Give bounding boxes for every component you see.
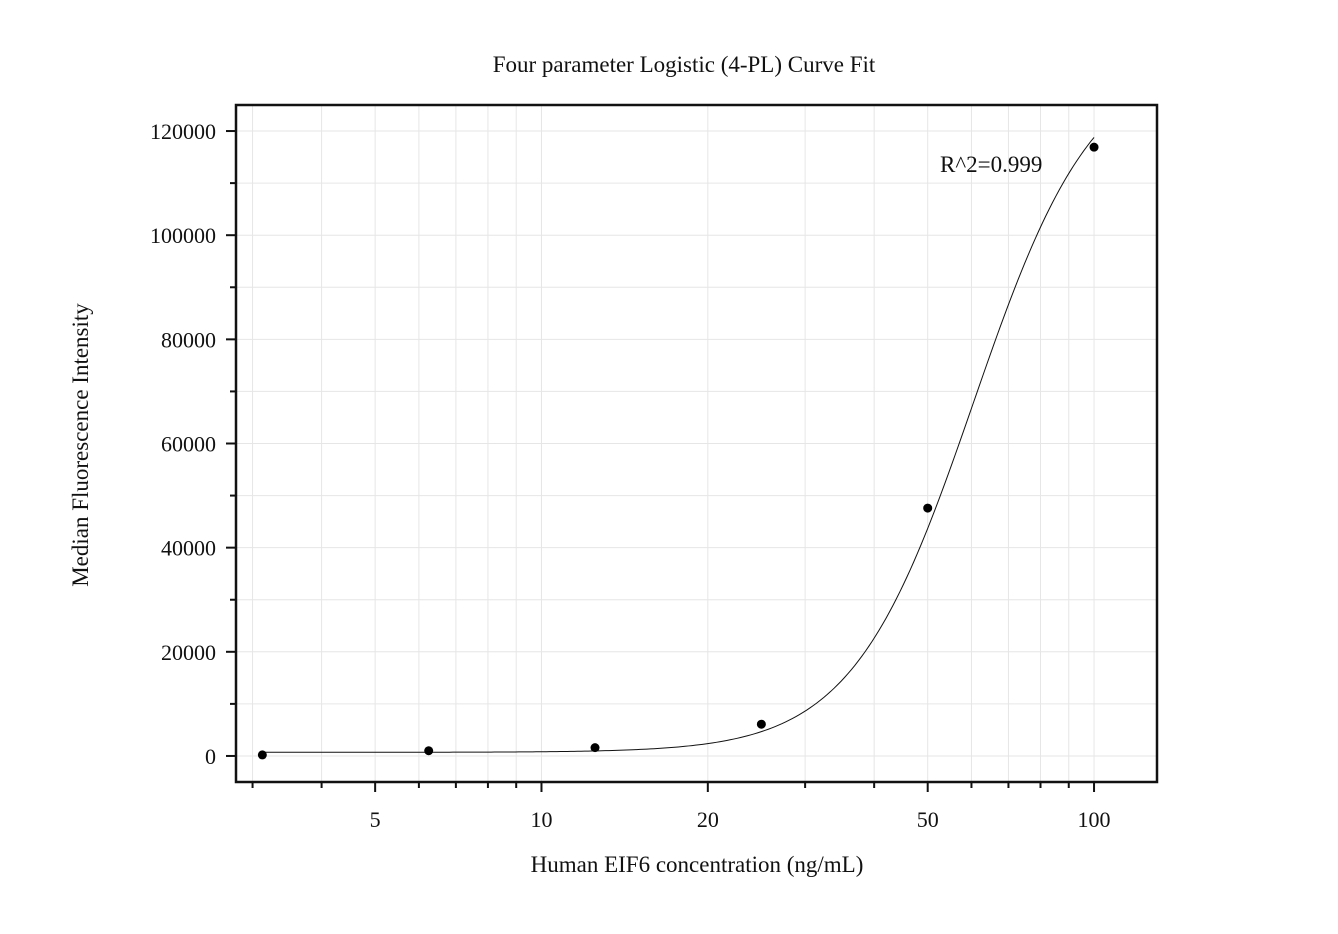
axis-ticks <box>226 130 1096 792</box>
x-axis-label: Human EIF6 concentration (ng/mL) <box>531 852 864 877</box>
y-tick-label: 0 <box>205 744 216 769</box>
tick-labels: 5 10 20 50 100 0 20000 40000 60000 80000 100000 120… <box>150 119 1111 832</box>
y-tick-label: 60000 <box>161 432 216 457</box>
chart-title: Four parameter Logistic (4-PL) Curve Fit <box>493 52 876 77</box>
y-tick-label: 20000 <box>161 640 216 665</box>
data-point <box>590 743 600 753</box>
x-tick-label: 20 <box>697 807 719 832</box>
x-tick-label: 100 <box>1078 807 1111 832</box>
y-tick-label: 40000 <box>161 536 216 561</box>
x-tick-label: 5 <box>370 807 381 832</box>
data-point <box>756 719 766 729</box>
r-squared-annotation: R^2=0.999 <box>940 152 1042 177</box>
data-points <box>257 142 1099 760</box>
grid-lines <box>236 105 1157 782</box>
x-tick-label: 50 <box>917 807 939 832</box>
y-tick-label: 100000 <box>150 223 216 248</box>
fit-curve <box>262 137 1095 753</box>
data-point <box>923 503 933 513</box>
data-point <box>257 750 267 760</box>
y-tick-label: 80000 <box>161 327 216 352</box>
data-point <box>1089 142 1099 152</box>
x-tick-label: 10 <box>530 807 552 832</box>
y-axis-label: Median Fluorescence Intensity <box>68 303 93 587</box>
data-point <box>424 746 434 756</box>
y-tick-label: 120000 <box>150 119 216 144</box>
